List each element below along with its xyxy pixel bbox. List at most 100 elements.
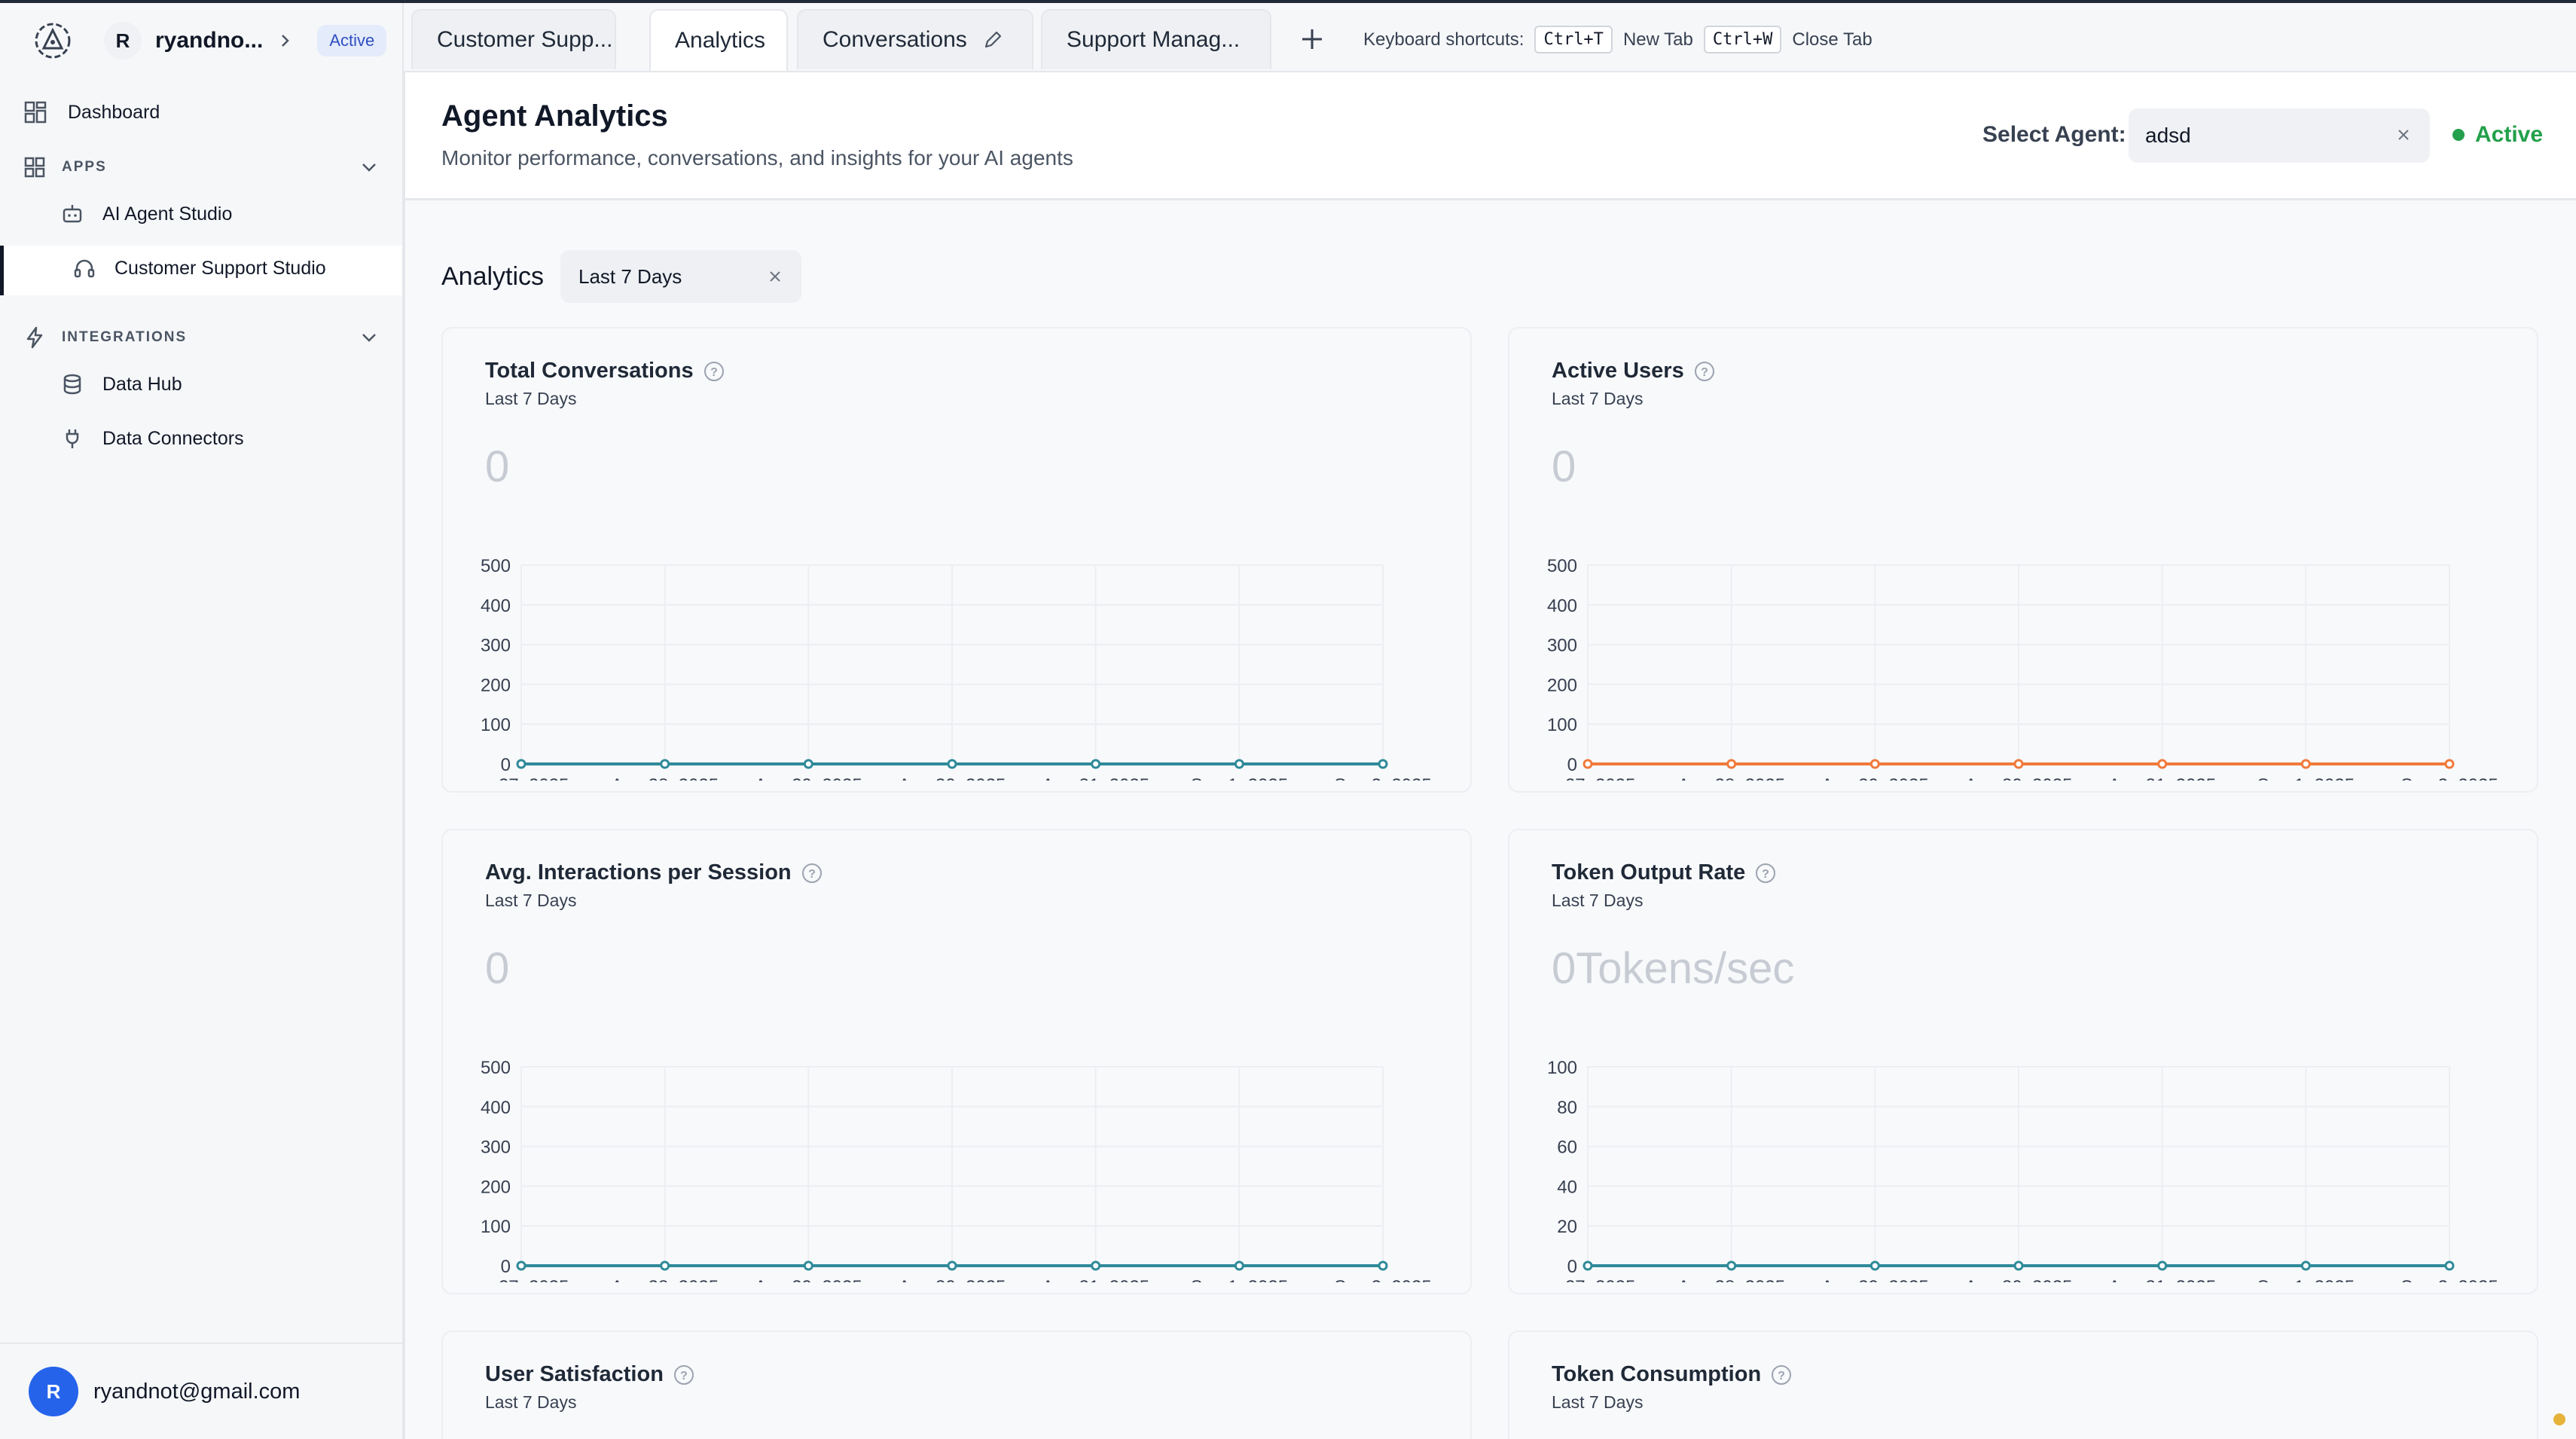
data-point — [2444, 1260, 2455, 1271]
x-tick-label: Sep 2, 2025 — [2401, 775, 2498, 781]
x-tick-label: Aug 31, 2025 — [2108, 1277, 2216, 1282]
user-account[interactable]: R ryandnot@gmail.com — [0, 1343, 402, 1439]
avatar: R — [29, 1367, 78, 1416]
card-title: Total Conversations ? — [485, 359, 725, 383]
x-tick-label: Aug 30, 2025 — [899, 775, 1006, 781]
y-tick-label: 100 — [481, 1217, 511, 1237]
new-tab-plus-icon[interactable] — [1299, 26, 1326, 53]
y-tick-label: 400 — [481, 1098, 511, 1118]
x-tick-label: Aug 31, 2025 — [2108, 775, 2216, 781]
tab-support-management[interactable]: Support Manag... — [1041, 9, 1271, 69]
data-point — [1583, 1260, 1593, 1271]
help-icon[interactable]: ? — [801, 862, 823, 884]
x-tick-label: Sep 1, 2025 — [2257, 1277, 2355, 1282]
bot-icon — [63, 205, 82, 223]
period-filter[interactable]: Last 7 Days — [560, 250, 801, 303]
card-title-text: User Satisfaction — [485, 1362, 664, 1386]
chevron-down-icon[interactable] — [359, 157, 380, 178]
pencil-icon[interactable] — [982, 29, 1003, 50]
help-icon[interactable]: ? — [703, 360, 725, 383]
database-icon — [63, 374, 81, 395]
svg-text:?: ? — [1778, 1370, 1785, 1382]
chart-card-avg-interactions: Avg. Interactions per Session ? Last 7 D… — [441, 829, 1472, 1294]
lightning-icon — [26, 326, 43, 349]
chevron-down-icon[interactable] — [359, 327, 380, 348]
apps-grid-icon — [24, 157, 45, 178]
card-value: 0 — [485, 442, 510, 491]
workspace-status-badge: Active — [317, 25, 387, 57]
help-icon[interactable]: ? — [1770, 1364, 1793, 1386]
close-tab-key: Ctrl+W — [1703, 26, 1782, 53]
sidebar-item-data-hub[interactable]: Data Hub — [60, 372, 182, 396]
clear-icon[interactable] — [2394, 125, 2413, 145]
x-tick-label: Aug 28, 2025 — [611, 775, 719, 781]
y-tick-label: 400 — [1547, 596, 1577, 616]
chart-card-total-conversations: Total Conversations ? Last 7 Days 0 0 100… — [441, 327, 1472, 793]
data-point — [516, 759, 526, 769]
sidebar-active-highlight — [0, 246, 402, 295]
agent-select[interactable]: adsd — [2129, 108, 2430, 163]
card-value: 0 — [1552, 442, 1576, 491]
y-tick-label: 0 — [1567, 755, 1577, 775]
clear-icon[interactable] — [765, 267, 785, 286]
data-point — [2444, 759, 2455, 769]
data-point — [1234, 1260, 1244, 1271]
help-icon[interactable]: ? — [1693, 360, 1716, 383]
card-title-text: Avg. Interactions per Session — [485, 860, 792, 884]
y-tick-label: 300 — [481, 636, 511, 656]
line-chart: 0 100 200 300 400 500 ug 27, 2025 Aug 28, 2025 A… — [474, 1058, 1432, 1282]
card-value: 0Tokens/sec — [1552, 944, 1795, 993]
help-icon[interactable]: ? — [1754, 862, 1777, 884]
x-tick-label: Aug 28, 2025 — [1677, 1277, 1785, 1282]
data-point — [2157, 759, 2168, 769]
section-label: APPS — [62, 159, 107, 175]
app-logo-icon[interactable] — [33, 21, 72, 60]
help-icon[interactable]: ? — [673, 1364, 695, 1386]
data-point — [516, 1260, 526, 1271]
data-point — [2300, 1260, 2311, 1271]
data-point — [1378, 1260, 1388, 1271]
data-point — [660, 759, 670, 769]
x-tick-label: Aug 30, 2025 — [899, 1277, 1006, 1282]
tab-label: Support Manag... — [1067, 27, 1241, 52]
tab-analytics[interactable]: Analytics — [649, 9, 788, 71]
x-tick-label: Sep 1, 2025 — [1191, 1277, 1288, 1282]
workspace-switcher[interactable]: R ryandno... Active — [104, 21, 387, 60]
y-tick-label: 40 — [1557, 1177, 1577, 1197]
period-value: Last 7 Days — [578, 264, 682, 288]
card-subtitle: Last 7 Days — [485, 891, 577, 910]
page-title: Agent Analytics — [441, 99, 668, 133]
sidebar-item-data-connectors[interactable]: Data Connectors — [60, 426, 244, 451]
x-tick-label: Aug 30, 2025 — [1965, 775, 2073, 781]
section-integrations[interactable]: INTEGRATIONS — [23, 325, 380, 350]
x-tick-label: Aug 28, 2025 — [1677, 775, 1785, 781]
x-tick-label: Aug 30, 2025 — [1965, 1277, 2073, 1282]
tab-label: Customer Supp... — [437, 27, 613, 52]
y-tick-label: 500 — [481, 556, 511, 576]
data-point — [1726, 1260, 1737, 1271]
sidebar-item-label: Data Connectors — [102, 427, 244, 449]
status-label: Active — [2475, 122, 2544, 147]
sidebar-item-ai-agent-studio[interactable]: AI Agent Studio — [60, 202, 232, 226]
data-point — [1869, 759, 1880, 769]
y-tick-label: 300 — [481, 1138, 511, 1158]
y-tick-label: 200 — [481, 1177, 511, 1197]
tab-customer-support[interactable]: Customer Supp... — [411, 9, 616, 69]
tab-conversations[interactable]: Conversations — [797, 9, 1033, 69]
x-tick-label: Sep 2, 2025 — [1334, 1277, 1431, 1282]
y-tick-label: 0 — [501, 755, 511, 775]
keyboard-shortcuts: Keyboard shortcuts: Ctrl+T New Tab Ctrl+… — [1363, 26, 1872, 53]
page-header: Agent Analytics Monitor performance, con… — [405, 72, 2576, 200]
page-subtitle: Monitor performance, conversations, and … — [441, 146, 1073, 170]
sidebar-item-dashboard[interactable]: Dashboard — [23, 99, 160, 125]
notification-dot — [2553, 1413, 2565, 1425]
section-apps[interactable]: APPS — [23, 155, 380, 179]
new-tab-key: Ctrl+T — [1534, 26, 1613, 53]
y-tick-label: 500 — [481, 1058, 511, 1078]
data-point — [947, 1260, 957, 1271]
data-point — [1234, 759, 1244, 769]
line-chart: 0 100 200 300 400 500 ug 27, 2025 Aug 28, 2025 A… — [474, 556, 1432, 781]
sidebar-item-customer-support-studio[interactable]: Customer Support Studio — [72, 256, 326, 280]
sidebar-item-label: AI Agent Studio — [102, 203, 233, 225]
data-point — [1091, 1260, 1101, 1271]
